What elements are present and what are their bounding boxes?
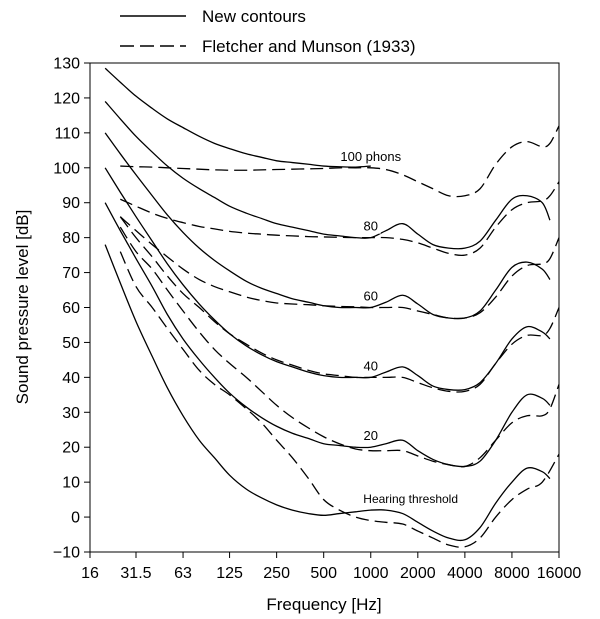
y-tick-label: 120 <box>53 90 80 107</box>
curve-label-bg <box>354 492 467 507</box>
x-tick-label: 4000 <box>447 565 483 582</box>
curve-label-bg <box>360 429 381 444</box>
x-tick-label: 63 <box>174 565 192 582</box>
y-tick-label: 30 <box>62 405 80 422</box>
plot-frame <box>89 62 560 553</box>
y-tick-label: 10 <box>62 475 80 492</box>
series-line-new-contour-40-phons <box>104 167 551 391</box>
x-tick-label: 16 <box>81 565 99 582</box>
x-axis: 16 31.5 63 125 250 500 1000 2000 4000 8000 16000 <box>81 552 581 582</box>
curve-label-bg <box>338 149 403 164</box>
series-line-fletcher-munson-80-phons <box>120 181 560 257</box>
series-line-new-contour-20-phons <box>104 202 551 468</box>
series-line-new-contour-60-phons <box>104 132 551 320</box>
curve-labels: 100 phons 80 60 40 20 Hearing threshold <box>338 149 467 507</box>
y-tick-label: 90 <box>62 195 80 212</box>
x-tick-label: 125 <box>216 565 243 582</box>
series-line-fletcher-munson-60-phons <box>119 216 560 320</box>
y-tick-label: 100 <box>53 160 80 177</box>
curve-label: 80 <box>364 219 378 234</box>
x-tick-label: 1000 <box>353 565 389 582</box>
x-tick-label: 500 <box>310 565 337 582</box>
legend-label-fletcher-munson: Fletcher and Munson (1933) <box>202 37 416 56</box>
series-line-new-contour-threshold <box>104 244 551 542</box>
y-tick-label: 80 <box>62 230 80 247</box>
curve-label: Hearing threshold <box>363 492 458 506</box>
y-tick-label: 130 <box>53 56 80 73</box>
x-tick-label: 250 <box>263 565 290 582</box>
curve-label-bg <box>360 219 381 234</box>
series-line-new-contour-80-phons <box>104 100 551 250</box>
x-tick-label: 2000 <box>400 565 436 582</box>
legend-label-new-contours: New contours <box>202 7 306 26</box>
x-tick-label: 31.5 <box>120 565 151 582</box>
y-tick-label: 60 <box>62 300 80 317</box>
y-tick-label: −10 <box>53 545 80 562</box>
y-tick-label: 70 <box>62 265 80 282</box>
curve-label: 60 <box>364 289 378 304</box>
series-line-fletcher-munson-40-phons <box>119 216 560 393</box>
y-tick-label: 0 <box>71 510 80 527</box>
y-tick-label: 110 <box>54 125 80 142</box>
series-line-fletcher-munson-100-phons <box>120 125 560 198</box>
curve-label: 20 <box>364 428 378 443</box>
series-line-fletcher-munson-threshold <box>119 251 560 548</box>
curve-label: 40 <box>364 358 378 373</box>
curve-label-bg <box>360 289 381 304</box>
series-layer <box>104 67 560 548</box>
y-tick-label: 50 <box>62 335 80 352</box>
y-tick-label: 40 <box>62 370 80 387</box>
y-tick-label: 20 <box>62 440 80 457</box>
curve-label-bg <box>360 359 381 374</box>
x-axis-title: Frequency [Hz] <box>266 595 381 614</box>
x-tick-label: 16000 <box>537 565 582 582</box>
series-line-new-contour-100-phons <box>104 67 371 168</box>
curve-label: 100 phons <box>340 149 401 164</box>
y-axis-title: Sound pressure level [dB] <box>13 210 32 405</box>
y-axis: −10 0 10 20 30 40 50 60 70 80 90 100 110 120 130 <box>53 56 90 562</box>
x-tick-label: 8000 <box>494 565 530 582</box>
legend: New contours Fletcher and Munson (1933) <box>120 7 416 56</box>
series-line-fletcher-munson-20-phons <box>119 226 560 468</box>
